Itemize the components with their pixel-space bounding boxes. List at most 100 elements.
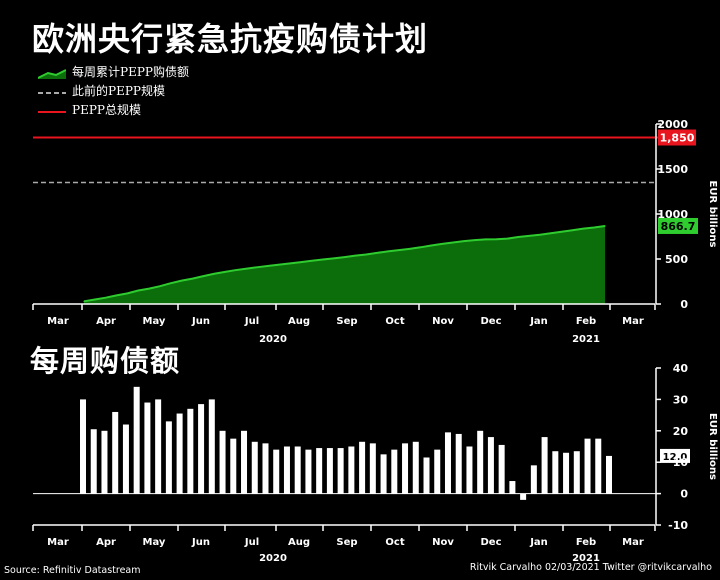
legend-swatch-area: [37, 68, 67, 79]
cumulative-point: [257, 266, 259, 268]
weekly-bar: [176, 413, 183, 494]
weekly-bar: [337, 448, 344, 494]
y-axis-label: EUR billions: [707, 413, 718, 480]
weekly-bar: [112, 411, 119, 494]
weekly-bar: [552, 451, 559, 494]
cumulative-point: [474, 239, 476, 241]
x-tick-label: Nov: [432, 316, 454, 327]
cumulative-point: [235, 269, 237, 271]
y-tick-label: 30: [673, 393, 689, 406]
weekly-bar: [133, 386, 140, 494]
last-value-label: 866.7: [661, 220, 696, 233]
cumulative-point: [593, 226, 595, 229]
weekly-bar: [573, 451, 580, 494]
weekly-bar: [369, 443, 376, 494]
legend-label: 每周累计PEPP购债额: [72, 65, 189, 79]
cumulative-point: [560, 231, 563, 233]
cumulative-point: [571, 229, 574, 231]
cumulative-point: [278, 264, 280, 266]
x-tick-label: Apr: [96, 316, 116, 327]
cumulative-point: [452, 241, 454, 244]
weekly-bar: [498, 444, 505, 494]
weekly-bar: [466, 446, 473, 494]
y-tick-label: 500: [665, 253, 688, 266]
cumulative-point: [115, 294, 118, 296]
weekly-bar: [509, 481, 516, 494]
cumulative-point: [159, 285, 161, 287]
weekly-bar: [402, 443, 409, 494]
weekly-bar: [187, 408, 194, 494]
x-tick-label: Oct: [385, 537, 404, 548]
cumulative-point: [354, 255, 356, 257]
weekly-bar: [530, 465, 537, 494]
cumulative-point: [267, 265, 270, 267]
weekly-bar: [423, 457, 430, 494]
weekly-bar: [434, 449, 441, 494]
x-tick-label: Jun: [191, 316, 210, 327]
weekly-bar: [520, 493, 527, 500]
cumulative-point: [170, 282, 172, 284]
weekly-bar: [241, 430, 248, 494]
x-tick-label: Mar: [622, 316, 644, 327]
x-tick-label: Mar: [47, 316, 69, 327]
x-tick-label: Jul: [244, 537, 259, 548]
cumulative-point: [202, 275, 204, 277]
weekly-bar: [144, 402, 151, 494]
weekly-bar: [584, 438, 591, 494]
cumulative-point: [105, 297, 107, 299]
weekly-bar: [348, 446, 355, 494]
cumulative-point: [441, 243, 443, 245]
weekly-bar: [80, 399, 86, 494]
cumulative-point: [409, 248, 411, 250]
weekly-bar: [359, 441, 366, 494]
x-tick-label: Oct: [385, 316, 404, 327]
weekly-bar: [595, 438, 602, 494]
cumulative-point: [376, 252, 378, 254]
cumulative-point: [181, 280, 183, 282]
y-tick-label: 1000: [657, 208, 688, 221]
cumulative-point: [463, 240, 465, 242]
weekly-bar: [219, 430, 226, 494]
weekly-bar: [198, 404, 205, 494]
chart-title: 欧洲央行紧急抗疫购债计划: [32, 20, 429, 58]
year-label: 2020: [259, 553, 287, 564]
x-tick-label: Dec: [480, 537, 501, 548]
x-tick-label: Feb: [576, 537, 596, 548]
x-tick-label: Nov: [432, 537, 454, 548]
weekly-bar: [294, 446, 301, 494]
cumulative-area: [84, 225, 605, 304]
weekly-bar: [155, 399, 162, 494]
weekly-bar: [273, 449, 280, 494]
x-tick-label: Jan: [529, 316, 548, 327]
year-label: 2021: [572, 553, 600, 564]
cumulative-point: [213, 273, 215, 275]
cumulative-point: [83, 300, 85, 302]
weekly-bar: [251, 441, 258, 494]
cumulative-point: [517, 236, 519, 238]
cumulative-point: [485, 238, 487, 240]
cumulative-point: [528, 235, 530, 237]
cumulative-point: [495, 238, 498, 240]
weekly-bar: [487, 437, 494, 494]
x-tick-label: Sep: [336, 316, 357, 327]
y-tick-label: 1500: [657, 163, 688, 176]
x-tick-label: May: [143, 537, 166, 548]
cumulative-point: [604, 225, 606, 227]
x-tick-label: May: [143, 316, 166, 327]
legend-item-weekly-cumulative: 每周累计PEPP购债额: [37, 63, 189, 80]
x-tick-label: Jan: [529, 537, 548, 548]
y-tick-label: -10: [668, 519, 688, 532]
weekly-bar: [90, 429, 97, 494]
cumulative-point: [582, 228, 584, 230]
cumulative-point: [539, 234, 541, 236]
weekly-bar: [122, 424, 129, 494]
year-label: 2021: [572, 334, 600, 345]
cumulative-point: [343, 256, 346, 258]
weekly-bar: [444, 432, 451, 494]
cumulative-point: [506, 238, 508, 240]
cumulative-point: [311, 260, 313, 262]
x-tick-label: Feb: [576, 316, 596, 327]
year-label: 2020: [259, 334, 287, 345]
legend-item-previous-size: 此前的PEPP规模: [38, 82, 165, 99]
x-tick-label: Sep: [336, 537, 357, 548]
